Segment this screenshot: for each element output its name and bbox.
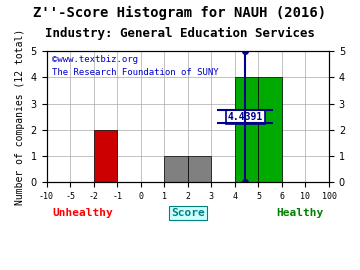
Text: Healthy: Healthy: [276, 208, 323, 218]
Text: The Research Foundation of SUNY: The Research Foundation of SUNY: [52, 68, 219, 77]
Text: Z''-Score Histogram for NAUH (2016): Z''-Score Histogram for NAUH (2016): [33, 5, 327, 19]
Text: 4.4391: 4.4391: [228, 112, 263, 122]
Text: Industry: General Education Services: Industry: General Education Services: [45, 27, 315, 40]
Text: Unhealthy: Unhealthy: [52, 208, 113, 218]
Bar: [258, 77, 282, 182]
Bar: [164, 156, 188, 182]
Text: ©www.textbiz.org: ©www.textbiz.org: [52, 55, 138, 64]
Bar: [235, 77, 258, 182]
Bar: [188, 156, 211, 182]
Bar: [94, 130, 117, 182]
Y-axis label: Number of companies (12 total): Number of companies (12 total): [15, 29, 25, 205]
Text: Score: Score: [171, 208, 204, 218]
